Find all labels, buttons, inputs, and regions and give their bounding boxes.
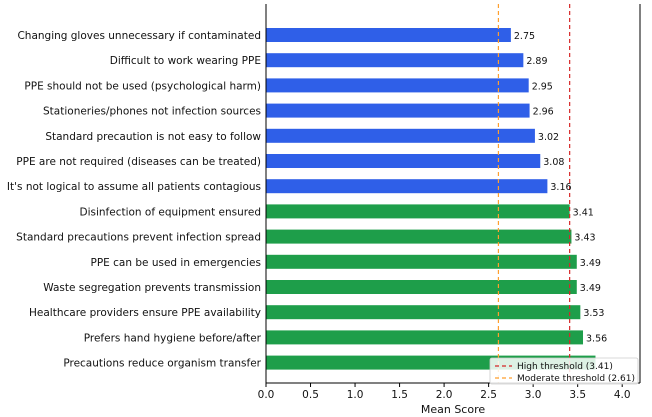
x-tick-label: 1.5 <box>391 389 408 401</box>
category-label: It's not logical to assume all patients … <box>7 181 261 193</box>
x-tick-label: 3.0 <box>525 389 542 401</box>
bar <box>266 280 577 294</box>
value-label: 3.53 <box>583 308 604 319</box>
bar <box>266 204 570 219</box>
bar <box>266 305 581 320</box>
value-label: 3.56 <box>586 333 607 344</box>
x-tick-label: 1.0 <box>347 389 364 401</box>
value-label: 3.49 <box>580 283 601 294</box>
legend-label: High threshold (3.41) <box>517 362 613 372</box>
category-label: Disinfection of equipment ensured <box>80 206 262 218</box>
value-label: 2.89 <box>526 56 547 67</box>
bar <box>266 179 548 194</box>
bar <box>266 154 541 168</box>
bar <box>266 103 530 118</box>
value-label: 3.16 <box>550 182 571 193</box>
legend-box <box>489 357 639 385</box>
category-label: Standard precaution is not easy to follo… <box>45 131 261 143</box>
bar <box>266 128 535 143</box>
category-label: Prefers hand hygiene before/after <box>84 332 262 344</box>
category-label: PPE are not required (diseases can be tr… <box>16 156 261 168</box>
value-label: 2.95 <box>532 81 553 92</box>
bar <box>266 330 584 345</box>
x-tick-label: 0.0 <box>258 389 275 401</box>
value-label: 3.43 <box>574 233 595 244</box>
category-label: Stationeries/phones not infection source… <box>43 106 261 118</box>
bar <box>266 254 577 269</box>
value-label: 3.02 <box>538 132 559 143</box>
category-label: PPE can be used in emergencies <box>91 257 261 269</box>
category-label: Standard precautions prevent infection s… <box>16 232 261 244</box>
bar <box>266 229 572 244</box>
value-label: 2.75 <box>514 31 535 42</box>
x-tick-label: 0.5 <box>302 389 319 401</box>
bar <box>266 28 511 42</box>
value-label: 3.08 <box>543 157 564 168</box>
x-tick-label: 2.5 <box>480 389 497 401</box>
legend-label: Moderate threshold (2.61) <box>517 374 635 384</box>
category-label: Waste segregation prevents transmission <box>43 282 261 294</box>
category-label: PPE should not be used (psychological ha… <box>24 80 261 92</box>
x-tick-label: 3.5 <box>569 389 586 401</box>
value-label: 3.49 <box>580 258 601 269</box>
x-tick-label: 2.0 <box>436 389 453 401</box>
bar <box>266 78 529 93</box>
category-label: Difficult to work wearing PPE <box>110 55 261 67</box>
x-axis-title: Mean Score <box>421 403 486 416</box>
category-label: Changing gloves unnecessary if contamina… <box>17 30 261 42</box>
legend: High threshold (3.41) Moderate threshold … <box>489 357 639 385</box>
category-label: Healthcare providers ensure PPE availabi… <box>29 307 261 319</box>
bar <box>266 53 524 68</box>
value-label: 2.96 <box>533 107 554 118</box>
value-label: 3.41 <box>573 207 594 218</box>
x-tick-label: 4.0 <box>614 389 631 401</box>
category-label: Precautions reduce organism transfer <box>63 358 261 370</box>
